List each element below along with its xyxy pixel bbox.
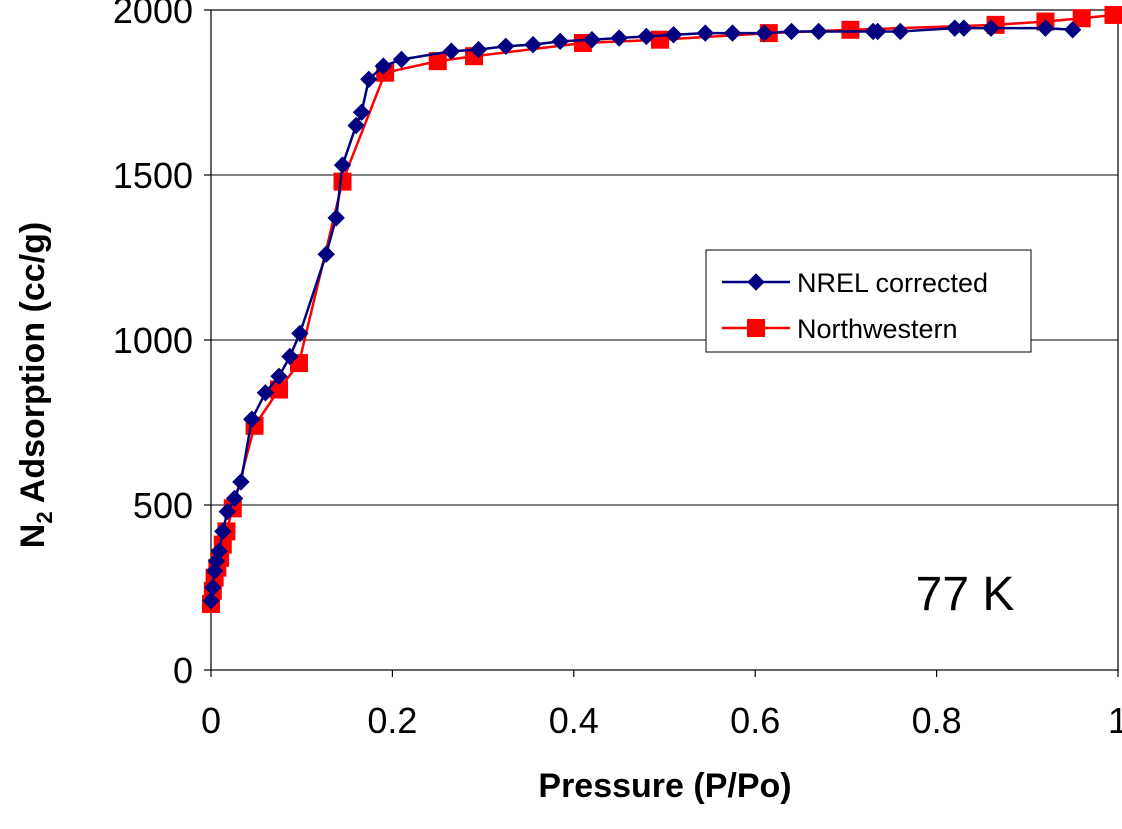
x-tick-label: 1 (1108, 700, 1122, 741)
data-point (232, 473, 250, 491)
data-point (497, 37, 515, 56)
data-point (333, 156, 352, 174)
data-point (270, 367, 288, 386)
data-point (583, 30, 601, 49)
y-axis-title-subscript: 2 (32, 511, 57, 523)
data-point (204, 578, 222, 597)
data-point (551, 32, 569, 51)
y-tick-label: 0 (173, 650, 193, 691)
x-tick-label: 0 (201, 700, 221, 741)
legend-marker (747, 319, 765, 337)
data-point (1063, 21, 1082, 39)
data-point (210, 542, 228, 560)
data-point (524, 35, 542, 54)
data-point (202, 591, 220, 610)
axis-ticks: 0 500 1000 1500 2000 0 0.2 0.4 0.6 0.8 1 (113, 0, 1122, 741)
legend-label: Northwestern (797, 314, 958, 344)
y-tick-label: 1500 (113, 155, 193, 196)
legend-item: Northwestern (722, 314, 958, 344)
data-point (214, 522, 232, 541)
x-axis-title: Pressure (P/Po) (538, 767, 791, 805)
data-point (317, 245, 335, 263)
x-tick-label: 0.2 (367, 700, 417, 741)
y-tick-label: 2000 (113, 0, 193, 31)
data-point (442, 42, 461, 60)
data-point (1072, 9, 1091, 28)
legend: NREL corrected Northwestern (705, 249, 1032, 353)
data-point (809, 22, 828, 41)
data-point (955, 19, 973, 37)
legend-label: NREL corrected (797, 268, 988, 298)
data-point (723, 24, 742, 42)
data-point (1104, 5, 1122, 24)
data-point (333, 172, 352, 191)
temperature-annotation: 77 K (916, 568, 1015, 621)
data-point (392, 50, 411, 69)
data-point (891, 22, 910, 41)
data-point (1036, 19, 1055, 37)
x-tick-label: 0.6 (730, 700, 780, 741)
x-tick-label: 0.8 (912, 700, 962, 741)
data-point (281, 347, 299, 366)
legend-marker (747, 273, 765, 291)
data-point (755, 24, 773, 42)
data-point (982, 19, 1000, 37)
data-point (610, 29, 628, 47)
series-layer (202, 5, 1122, 613)
series-nrel-corrected (202, 19, 1082, 610)
y-axis-title: N2 Adsorption (cc/g) (14, 222, 57, 548)
data-point (225, 489, 244, 508)
data-point (352, 103, 371, 122)
data-point (469, 40, 488, 59)
data-point (841, 20, 860, 39)
data-point (360, 70, 378, 89)
data-point (696, 24, 715, 42)
data-point (347, 116, 365, 135)
data-point (637, 27, 656, 46)
y-tick-label: 500 (133, 485, 193, 526)
data-point (243, 410, 261, 428)
data-point (664, 26, 683, 44)
data-point (218, 502, 237, 521)
y-axis-title-main: N (14, 524, 52, 549)
data-point (868, 22, 887, 41)
data-point (256, 384, 275, 402)
data-point (327, 209, 345, 227)
data-point (782, 22, 801, 41)
y-tick-label: 1000 (113, 320, 193, 361)
x-tick-label: 0.4 (549, 700, 599, 741)
data-point (374, 57, 393, 75)
y-axis-title-rest: Adsorption (cc/g) (14, 222, 52, 512)
data-point (291, 324, 309, 343)
legend-item: NREL corrected (722, 268, 988, 298)
